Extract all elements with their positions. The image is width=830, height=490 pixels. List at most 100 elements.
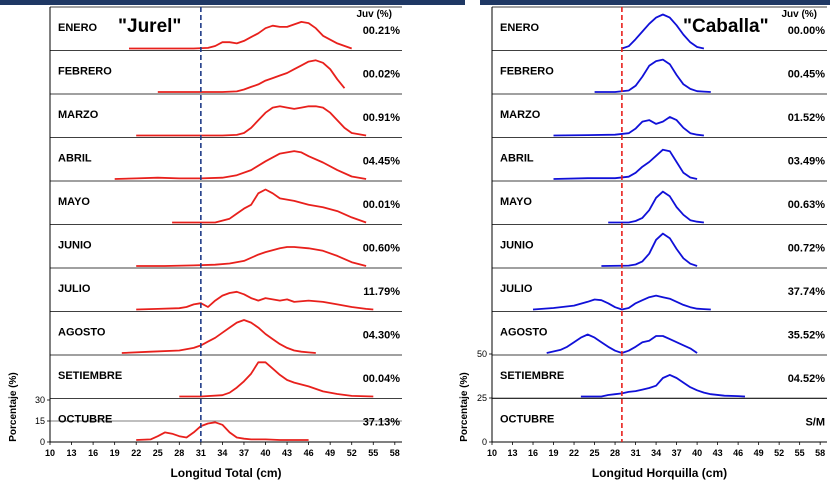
jurel-panel: OCTUBRE 37.13% xyxy=(58,414,400,441)
caballa-juv-value: 00.45% xyxy=(788,69,826,81)
jurel-month-label: SETIEMBRE xyxy=(58,370,122,382)
jurel-x-tick-label: 52 xyxy=(347,448,357,458)
caballa-month-label: MAYO xyxy=(500,196,532,208)
jurel-x-tick-label: 43 xyxy=(282,448,292,458)
caballa-panel: ENERO 00.00% xyxy=(500,13,826,50)
jurel-x-tick-label: 37 xyxy=(239,448,249,458)
jurel-juv-value: 04.30% xyxy=(363,330,401,342)
caballa-series-line xyxy=(594,58,711,93)
jurel-chart: 10 13 16 19 22 25 28 31 34 37 40 43 46 49 52 55 58 0 15 30 P… xyxy=(8,6,402,480)
caballa-panel: MAYO 00.63% xyxy=(500,190,825,224)
caballa-x-tick-label: 19 xyxy=(549,448,559,458)
jurel-series-line xyxy=(129,20,353,50)
jurel-panel: JULIO 11.79% xyxy=(58,283,400,311)
jurel-series-line xyxy=(136,421,309,441)
jurel-month-label: MARZO xyxy=(58,109,99,121)
jurel-month-label: MAYO xyxy=(58,196,90,208)
caballa-x-tick-label: 43 xyxy=(713,448,723,458)
jurel-panel: SETIEMBRE 00.04% xyxy=(58,361,400,398)
jurel-x-tick-label: 34 xyxy=(217,448,227,458)
caballa-x-tick-label: 40 xyxy=(692,448,702,458)
jurel-series-line xyxy=(179,361,374,398)
jurel-series-line xyxy=(121,319,316,354)
caballa-x-tick-label: 10 xyxy=(487,448,497,458)
caballa-panel: OCTUBRE S/M xyxy=(500,414,825,429)
caballa-month-label: ABRIL xyxy=(500,153,534,165)
caballa-x-tick-label: 46 xyxy=(733,448,743,458)
caballa-y-axis-label: Porcentaje (%) xyxy=(459,372,470,441)
caballa-x-tick-label: 25 xyxy=(590,448,600,458)
caballa-month-label: JUNIO xyxy=(500,240,534,252)
jurel-juv-value: 04.45% xyxy=(363,156,401,168)
caballa-panel: JUNIO 00.72% xyxy=(500,232,826,267)
jurel-month-label: OCTUBRE xyxy=(58,414,112,426)
jurel-chart-title: "Jurel" xyxy=(118,16,181,37)
jurel-x-axis-label: Longitud Total (cm) xyxy=(170,466,281,480)
jurel-panel: MARZO 00.91% xyxy=(58,105,401,137)
jurel-series-line xyxy=(172,188,367,224)
jurel-x-tick-label: 13 xyxy=(67,448,77,458)
caballa-x-axis-label: Longitud Horquilla (cm) xyxy=(592,466,727,480)
caballa-panel: MARZO 01.52% xyxy=(500,109,826,137)
jurel-series-line xyxy=(114,150,367,180)
jurel-x-tick-label: 31 xyxy=(196,448,206,458)
caballa-juv-value: 35.52% xyxy=(788,330,826,342)
caballa-chart: 10 13 16 19 22 25 28 31 34 37 40 43 46 49 52 55 58 0 25 50 P… xyxy=(459,6,827,480)
jurel-juv-value: 11.79% xyxy=(363,286,400,298)
caballa-x-tick-label: 22 xyxy=(569,448,579,458)
caballa-chart-title: "Caballa" xyxy=(683,16,769,37)
caballa-month-label: FEBRERO xyxy=(500,66,554,78)
caballa-juv-value: 00.00% xyxy=(788,25,826,37)
caballa-x-tick-label: 58 xyxy=(815,448,825,458)
jurel-y-axis-label: Porcentaje (%) xyxy=(8,372,19,441)
jurel-juv-value: 00.91% xyxy=(363,112,401,124)
jurel-panel: MAYO 00.01% xyxy=(58,188,401,224)
caballa-month-label: OCTUBRE xyxy=(500,414,554,426)
caballa-x-tick-label: 16 xyxy=(528,448,538,458)
caballa-x-tick-label: 52 xyxy=(774,448,784,458)
jurel-month-label: JUNIO xyxy=(58,240,92,252)
caballa-juv-value: 01.52% xyxy=(788,112,826,124)
caballa-panel: FEBRERO 00.45% xyxy=(500,58,826,93)
jurel-month-label: JULIO xyxy=(58,283,91,295)
caballa-y-tick-label: 0 xyxy=(482,437,487,447)
caballa-y-tick-label: 25 xyxy=(477,393,487,403)
caballa-x-tick-label: 55 xyxy=(795,448,805,458)
jurel-x-tick-label: 25 xyxy=(153,448,163,458)
jurel-series-line xyxy=(136,246,367,267)
caballa-series-line xyxy=(553,148,698,180)
jurel-x-tick-label: 46 xyxy=(304,448,314,458)
jurel-juv-value: 00.21% xyxy=(363,25,401,37)
caballa-juv-value: 37.74% xyxy=(788,286,826,298)
caballa-x-tick-label: 49 xyxy=(754,448,764,458)
jurel-x-tick-label: 49 xyxy=(325,448,335,458)
jurel-month-label: FEBRERO xyxy=(58,66,112,78)
jurel-month-label: ENERO xyxy=(58,22,98,34)
caballa-juv-value: 00.72% xyxy=(788,243,826,255)
jurel-y-tick-label: 30 xyxy=(35,395,45,405)
caballa-series-line xyxy=(608,190,705,224)
jurel-y-tick-label: 15 xyxy=(35,416,45,426)
jurel-x-tick-label: 28 xyxy=(174,448,184,458)
caballa-panel: ABRIL 03.49% xyxy=(500,148,825,180)
caballa-month-label: AGOSTO xyxy=(500,327,548,339)
caballa-x-tick-label: 28 xyxy=(610,448,620,458)
jurel-juv-value: 37.13% xyxy=(363,417,401,429)
jurel-panel: ENERO 00.21% xyxy=(58,20,401,50)
jurel-series-line xyxy=(157,59,346,93)
caballa-x-tick-label: 13 xyxy=(508,448,518,458)
caballa-month-label: JULIO xyxy=(500,283,533,295)
caballa-series-line xyxy=(532,294,711,311)
jurel-panel: AGOSTO 04.30% xyxy=(58,319,401,354)
jurel-month-label: ABRIL xyxy=(58,153,92,165)
jurel-juv-value: 00.01% xyxy=(363,199,401,211)
caballa-juv-header: Juv (%) xyxy=(781,9,817,20)
jurel-x-tick-label: 58 xyxy=(390,448,400,458)
jurel-series-line xyxy=(136,290,374,311)
caballa-juv-value: 04.52% xyxy=(788,373,826,385)
caballa-series-line xyxy=(621,13,705,50)
caballa-x-tick-label: 34 xyxy=(651,448,661,458)
caballa-y-tick-label: 50 xyxy=(477,349,487,359)
caballa-series-line xyxy=(580,373,746,398)
caballa-x-tick-label: 37 xyxy=(672,448,682,458)
